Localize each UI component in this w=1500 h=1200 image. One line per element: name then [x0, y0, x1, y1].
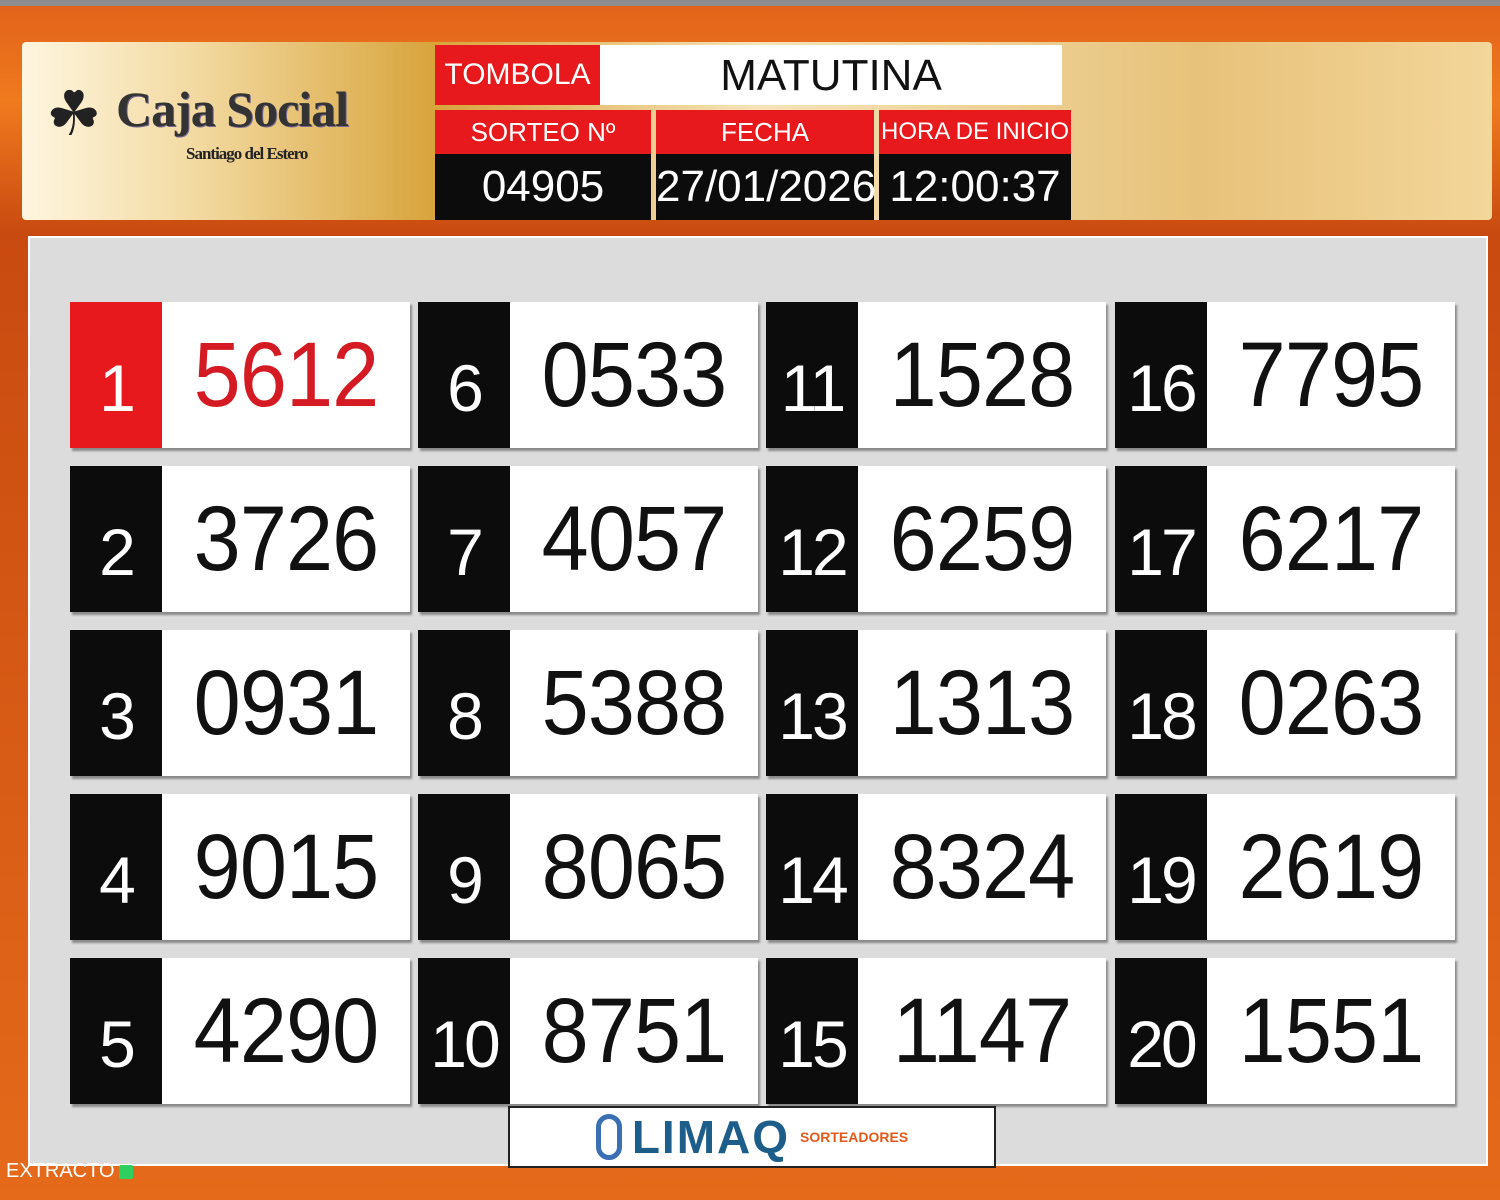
result-cell: 7 4057: [418, 466, 758, 612]
start-time: 12:00:37: [879, 154, 1071, 220]
status-led-icon: [118, 1164, 133, 1179]
result-number: 5388: [541, 651, 728, 754]
result-position: 12: [766, 466, 858, 612]
logo-subtitle: Santiago del Estero: [186, 144, 308, 163]
result-cell: 20 1551: [1115, 958, 1455, 1104]
result-cell: 19 2619: [1115, 794, 1455, 940]
result-position: 20: [1115, 958, 1207, 1104]
result-cell: 8 5388: [418, 630, 758, 776]
result-position: 7: [418, 466, 510, 612]
result-cell: 10 8751: [418, 958, 758, 1104]
draw-number: 04905: [435, 154, 651, 220]
result-number: 1147: [892, 979, 1072, 1082]
caja-social-logo: ☘ Caja Social Santiago del Estero: [40, 78, 370, 188]
draw-number-label: SORTEO Nº: [435, 110, 651, 154]
sponsor-tagline: SORTEADORES: [800, 1129, 909, 1145]
status-label: EXTRACTO: [6, 1160, 115, 1182]
result-number: 6217: [1238, 487, 1425, 590]
result-position: 17: [1115, 466, 1207, 612]
result-position: 15: [766, 958, 858, 1104]
logo-title: Caja Social: [116, 81, 349, 137]
result-cell: 11 1528: [766, 302, 1106, 448]
result-number: 8324: [889, 815, 1076, 918]
date-label: FECHA: [656, 110, 874, 154]
result-position: 3: [70, 630, 162, 776]
start-time-label: HORA DE INICIO: [879, 110, 1071, 154]
clover-icon: ☘: [46, 80, 102, 149]
result-cell: 17 6217: [1115, 466, 1455, 612]
result-cell: 6 0533: [418, 302, 758, 448]
result-cell: 2 3726: [70, 466, 410, 612]
result-position: 1: [70, 302, 162, 448]
result-position: 18: [1115, 630, 1207, 776]
result-number: 8751: [541, 979, 728, 1082]
result-number: 3726: [193, 487, 380, 590]
result-position: 13: [766, 630, 858, 776]
result-position: 4: [70, 794, 162, 940]
result-position: 9: [418, 794, 510, 940]
sponsor-name: LIMAQ: [631, 1111, 791, 1163]
result-position: 6: [418, 302, 510, 448]
result-position: 16: [1115, 302, 1207, 448]
result-position: 11: [766, 302, 858, 448]
result-cell: 13 1313: [766, 630, 1106, 776]
result-number: 0533: [541, 323, 728, 426]
result-cell: 14 8324: [766, 794, 1106, 940]
result-cell: 5 4290: [70, 958, 410, 1104]
result-position: 8: [418, 630, 510, 776]
game-label: TOMBOLA: [435, 45, 600, 105]
result-number: 1551: [1238, 979, 1425, 1082]
status-bar: EXTRACTO: [6, 1160, 133, 1183]
result-cell: 12 6259: [766, 466, 1106, 612]
result-cell: 18 0263: [1115, 630, 1455, 776]
result-cell: 9 8065: [418, 794, 758, 940]
result-cell: 16 7795: [1115, 302, 1455, 448]
result-number: 6259: [889, 487, 1076, 590]
result-number: 4057: [541, 487, 728, 590]
result-number: 9015: [193, 815, 380, 918]
result-position: 5: [70, 958, 162, 1104]
result-position: 2: [70, 466, 162, 612]
result-number: 1313: [889, 651, 1076, 754]
session-name: MATUTINA: [600, 45, 1062, 105]
result-position: 10: [418, 958, 510, 1104]
limaq-icon: [595, 1114, 622, 1160]
result-number: 7795: [1238, 323, 1425, 426]
result-cell: 1 5612: [70, 302, 410, 448]
result-number: 0263: [1238, 651, 1425, 754]
result-position: 19: [1115, 794, 1207, 940]
result-position: 14: [766, 794, 858, 940]
result-number: 8065: [541, 815, 728, 918]
result-cell: 4 9015: [70, 794, 410, 940]
draw-date: 27/01/2026: [656, 154, 876, 220]
result-cell: 15 1147: [766, 958, 1106, 1104]
result-cell: 3 0931: [70, 630, 410, 776]
result-number: 2619: [1238, 815, 1425, 918]
result-number: 1528: [889, 323, 1076, 426]
sponsor-logo: LIMAQ SORTEADORES: [508, 1106, 996, 1168]
result-number: 0931: [193, 651, 380, 754]
result-number: 4290: [193, 979, 380, 1082]
result-number: 5612: [193, 323, 380, 426]
